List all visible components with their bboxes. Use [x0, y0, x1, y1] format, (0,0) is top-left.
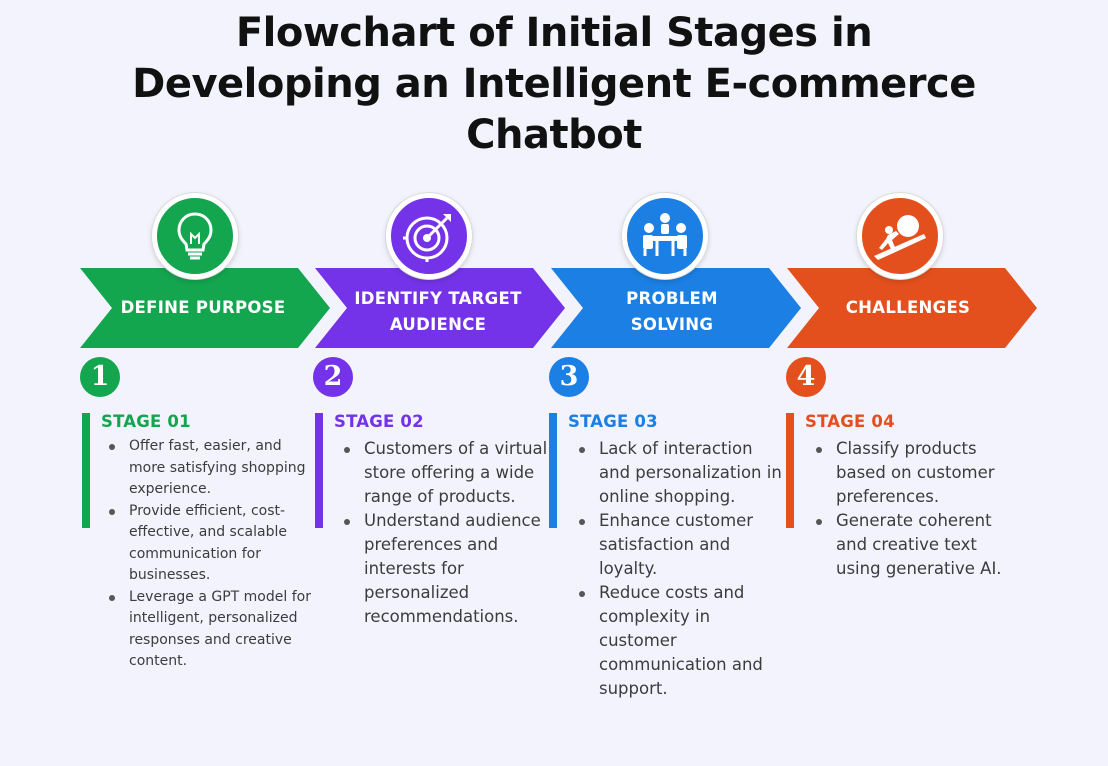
arrow-text-line: IDENTIFY TARGET: [354, 289, 522, 308]
stage-label-2: STAGE 02: [334, 412, 424, 431]
stage-number-1: 1: [80, 357, 120, 397]
list-item: Reduce costs and complexity in customer …: [571, 581, 786, 701]
arrow-text-line: AUDIENCE: [389, 315, 487, 334]
stage-1-bullets: Offer fast, easier, and more satisfying …: [101, 436, 311, 673]
stage-accent-bar: [82, 413, 90, 528]
stage-number-3: 3: [549, 357, 589, 397]
list-item: Lack of interaction and personalization …: [571, 437, 786, 509]
arrow-text-line: SOLVING: [630, 315, 714, 334]
stage-2-bullets: Customers of a virtual store offering a …: [336, 437, 551, 629]
title-line-3: Chatbot: [466, 112, 642, 158]
title-line-1: Flowchart of Initial Stages in: [235, 10, 873, 56]
arrow-challenges: [787, 268, 1037, 348]
target-arrow-icon: [386, 193, 472, 279]
stage-3-bullets: Lack of interaction and personalization …: [571, 437, 786, 701]
stage-accent-bar: [315, 413, 323, 528]
stage-accent-bar: [786, 413, 794, 528]
stage-label-4: STAGE 04: [805, 412, 895, 431]
page-title: Flowchart of Initial Stages in Developin…: [0, 8, 1108, 161]
list-item: Customers of a virtual store offering a …: [336, 437, 551, 509]
title-line-2: Developing an Intelligent E-commerce: [132, 61, 976, 107]
arrow-define-purpose: [80, 268, 330, 348]
stage-label-1: STAGE 01: [101, 412, 191, 431]
list-item: Understand audience preferences and inte…: [336, 509, 551, 629]
arrow-label-stage-2: IDENTIFY TARGET AUDIENCE: [335, 286, 541, 338]
arrow-text-line: CHALLENGES: [845, 298, 971, 317]
team-meeting-icon: [622, 193, 708, 279]
boulder-push-icon: [857, 193, 943, 279]
stage-number-2: 2: [313, 357, 353, 397]
list-item: Provide efficient, cost-effective, and s…: [101, 501, 311, 587]
list-item: Enhance customer satisfaction and loyalt…: [571, 509, 786, 581]
lightbulb-icon: [152, 193, 238, 279]
arrow-label-stage-3: PROBLEM SOLVING: [569, 286, 775, 338]
stage-label-3: STAGE 03: [568, 412, 658, 431]
arrow-text-line: PROBLEM: [626, 289, 718, 308]
arrow-label-stage-4: CHALLENGES: [805, 295, 1011, 321]
arrow-identify-target-audience: [315, 268, 565, 348]
list-item: Leverage a GPT model for intelligent, pe…: [101, 587, 311, 673]
arrow-problem-solving: [551, 268, 801, 348]
arrow-label-stage-1: DEFINE PURPOSE: [100, 295, 306, 321]
list-item: Generate coherent and creative text usin…: [808, 509, 1023, 581]
stage-4-bullets: Classify products based on customer pref…: [808, 437, 1023, 581]
list-item: Offer fast, easier, and more satisfying …: [101, 436, 311, 501]
arrow-text-line: DEFINE PURPOSE: [120, 298, 286, 317]
stage-accent-bar: [549, 413, 557, 528]
list-item: Classify products based on customer pref…: [808, 437, 1023, 509]
stage-number-4: 4: [786, 357, 826, 397]
